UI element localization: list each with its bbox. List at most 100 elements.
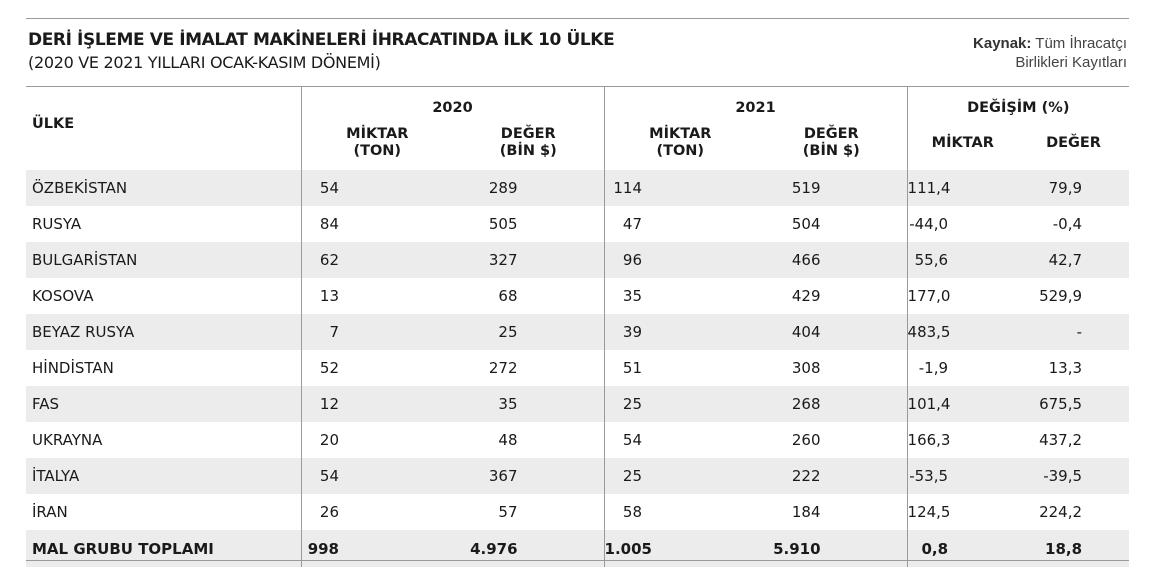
country-cell: ÖZBEKİSTAN	[26, 170, 301, 206]
total-chg-val-cell: 18,8	[1018, 530, 1130, 567]
qty-2020-cell: 62	[300, 242, 453, 278]
total-val-2020-cell: 4.976	[453, 530, 605, 567]
col-header-chg-qty: MİKTAR	[906, 116, 1019, 170]
total-val-2021-cell: 5.910	[756, 530, 908, 567]
table-row: HİNDİSTAN 52 272 51 308 -1,9 13,3	[26, 350, 1129, 386]
chg-qty-cell: 177,0	[906, 278, 1019, 314]
chg-val-cell: 42,7	[1018, 242, 1130, 278]
source-note: Kaynak: Tüm İhracatçı Birlikleri Kayıtla…	[973, 34, 1127, 72]
country-cell: İRAN	[32, 503, 68, 521]
qty-2021-cell: 47	[603, 206, 757, 242]
country-cell: BEYAZ RUSYA	[26, 314, 301, 350]
col-header-country: ÜLKE	[32, 116, 75, 132]
country-cell: HİNDİSTAN	[32, 359, 114, 377]
source-label: Kaynak:	[973, 35, 1032, 52]
col-header-val-2021: DEĞER (BİN $)	[802, 126, 860, 159]
source-line-2: Birlikleri Kayıtları	[1015, 54, 1127, 71]
val-2020-cell: 68	[498, 287, 518, 305]
chg-val-cell: -0,4	[1052, 215, 1083, 233]
val-2021-cell: 308	[791, 359, 821, 377]
table-row: BULGARİSTAN 62 327 96 466 55,6 42,7	[26, 242, 1130, 278]
chg-qty-cell: 55,6	[906, 242, 1019, 278]
export-table: ÜLKE 2020 2021 DEĞİŞİM (%) MİKTAR (TON) D…	[26, 86, 1130, 567]
chg-val-cell: 437,2	[1039, 431, 1083, 449]
col-group-2021: 2021	[603, 86, 908, 116]
chg-qty-cell: -1,9	[906, 350, 1019, 386]
country-cell: RUSYA	[32, 215, 82, 233]
table-row: BEYAZ RUSYA 7 25 39 404 483,5-	[26, 314, 1130, 350]
table-row: KOSOVA 13 68 35 429 177,0 529,9	[26, 278, 1129, 314]
chg-qty-cell: -44,0	[906, 206, 1019, 242]
val-2020-cell: 272	[488, 359, 518, 377]
qty-2021-cell: 96	[603, 242, 757, 278]
chg-qty-cell: 124,5	[906, 494, 1019, 530]
chg-val-cell: 675,5	[1018, 386, 1130, 422]
total-qty-2021-cell: 1.005	[603, 530, 757, 567]
qty-2021-cell: 114	[603, 170, 757, 206]
country-cell: İTALYA	[26, 458, 301, 494]
val-2020-cell: 35	[453, 386, 605, 422]
table-row: İTALYA 54 367 25 222 -53,5 -39,5	[26, 458, 1130, 494]
total-chg-qty-cell: 0,8	[906, 530, 1019, 567]
val-2020-cell: 327	[453, 242, 605, 278]
table-row: RUSYA 84 505 47 504 -44,0 -0,4	[26, 206, 1129, 242]
total-country-cell: MAL GRUBU TOPLAMI	[26, 530, 301, 567]
val-2020-cell: 48	[498, 431, 518, 449]
table-row: FAS 12 35 25 268 101,4 675,5	[26, 386, 1130, 422]
val-2021-cell: 504	[791, 215, 821, 233]
col-header-qty-2021: MİKTAR (TON)	[603, 116, 757, 170]
col-header-qty-2020: MİKTAR (TON)	[300, 116, 453, 170]
chg-qty-cell: 101,4	[906, 386, 1019, 422]
col-group-change: DEĞİŞİM (%)	[906, 86, 1130, 116]
chg-qty-cell: 483,5	[906, 314, 1019, 350]
chg-val-cell: 529,9	[1039, 287, 1083, 305]
val-2020-cell: 57	[498, 503, 518, 521]
val-2021-cell: 184	[791, 503, 821, 521]
val-2021-cell: 260	[791, 431, 821, 449]
page-subtitle: (2020 VE 2021 YILLARI OCAK-KASIM DÖNEMİ)	[28, 53, 381, 72]
val-2020-cell: 289	[453, 170, 605, 206]
qty-2020-cell: 12	[300, 386, 453, 422]
qty-2021-cell: 39	[603, 314, 757, 350]
chg-qty-cell: 166,3	[906, 422, 1019, 458]
table-row: UKRAYNA 20 48 54 260 166,3 437,2	[26, 422, 1129, 458]
country-cell: FAS	[26, 386, 301, 422]
val-2021-cell: 268	[756, 386, 908, 422]
chg-val-cell: 13,3	[1048, 359, 1083, 377]
total-qty-2020-cell: 998	[300, 530, 453, 567]
qty-2020-cell: 20	[300, 422, 453, 458]
country-cell: BULGARİSTAN	[26, 242, 301, 278]
chg-qty-cell: 111,4	[906, 170, 1019, 206]
top-rule	[26, 18, 1129, 19]
val-2020-cell: 505	[488, 215, 518, 233]
qty-2020-cell: 54	[300, 458, 453, 494]
val-2020-cell: 367	[453, 458, 605, 494]
qty-2021-cell: 54	[603, 422, 757, 458]
qty-2021-cell: 25	[603, 386, 757, 422]
chg-val-cell: -	[1018, 314, 1130, 350]
page-title: DERİ İŞLEME VE İMALAT MAKİNELERİ İHRACAT…	[28, 30, 615, 50]
qty-2020-cell: 7	[300, 314, 453, 350]
total-row: MAL GRUBU TOPLAMI 998 4.976 1.005 5.910 0,8 18…	[26, 530, 1130, 567]
qty-2020-cell: 54	[300, 170, 453, 206]
val-2021-cell: 519	[756, 170, 908, 206]
qty-2020-cell: 26	[300, 494, 453, 530]
val-2021-cell: 429	[791, 287, 821, 305]
qty-2021-cell: 58	[603, 494, 757, 530]
val-2020-cell: 25	[453, 314, 605, 350]
table-row: İRAN 26 57 58 184 124,5 224,2	[26, 494, 1129, 530]
qty-2020-cell: 84	[300, 206, 453, 242]
chg-val-cell: 79,9	[1018, 170, 1130, 206]
chg-val-cell: 224,2	[1039, 503, 1083, 521]
col-header-chg-val: DEĞER	[1046, 134, 1101, 151]
qty-2021-cell: 25	[603, 458, 757, 494]
val-2021-cell: 404	[756, 314, 908, 350]
qty-2021-cell: 35	[603, 278, 757, 314]
chg-val-cell: -39,5	[1018, 458, 1130, 494]
qty-2020-cell: 13	[300, 278, 453, 314]
country-cell: UKRAYNA	[32, 431, 103, 449]
bottom-rule	[26, 560, 1129, 561]
chg-qty-cell: -53,5	[906, 458, 1019, 494]
qty-2020-cell: 52	[300, 350, 453, 386]
table-row: ÖZBEKİSTAN 54 289 114 519 111,4 79,9	[26, 170, 1130, 206]
